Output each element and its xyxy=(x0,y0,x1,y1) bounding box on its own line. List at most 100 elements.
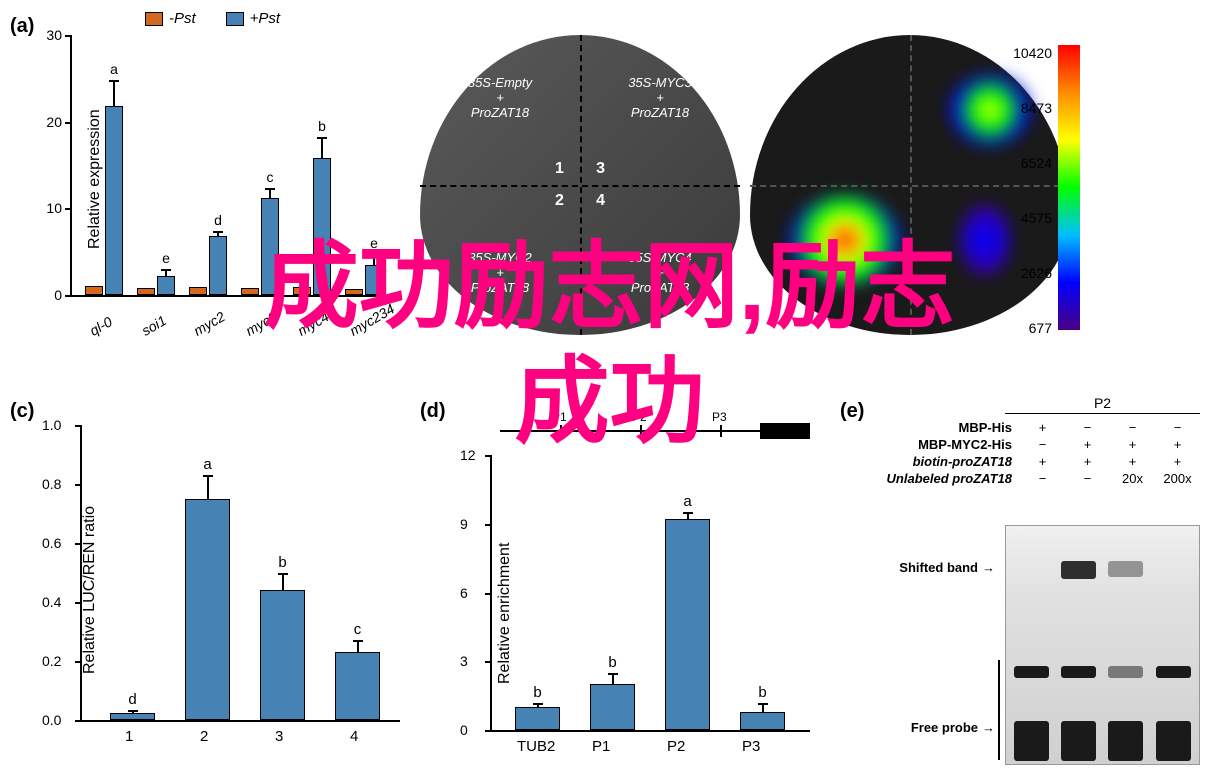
gel-row-label: biotin-proZAT18 xyxy=(913,454,1012,469)
ytick xyxy=(75,484,80,486)
colorbar-val-5: 677 xyxy=(1029,320,1052,336)
gel-row-label: MBP-MYC2-His xyxy=(918,437,1012,452)
bar-a-minus-1 xyxy=(137,288,155,295)
ytick-label: 9 xyxy=(460,516,468,532)
err-bar xyxy=(687,513,689,520)
gel-row-label: MBP-His xyxy=(959,420,1012,435)
gel-val: 200x xyxy=(1155,471,1200,486)
bars-a: a ql-0 e soi1 d myc2 c myc3 b myc4 xyxy=(70,35,400,295)
ytick-label: 12 xyxy=(460,447,476,463)
ytick-label: 0.2 xyxy=(42,653,61,669)
legend-box-orange xyxy=(145,12,163,26)
shifted-band-label: Shifted band→ xyxy=(899,560,995,575)
bar-d-2: a xyxy=(665,519,710,730)
mid-band-2 xyxy=(1061,666,1096,678)
colorbar-val-2: 6524 xyxy=(1021,155,1052,171)
mid-band-1 xyxy=(1014,666,1049,678)
x-label-c-2: 3 xyxy=(275,728,283,745)
err-cap xyxy=(109,80,119,82)
gel-val: + xyxy=(1110,437,1155,452)
y-label-c: Relative LUC/REN ratio xyxy=(81,474,99,674)
quad-num-2: 2 xyxy=(555,192,564,210)
err-bar xyxy=(321,138,323,159)
gel-val: − xyxy=(1155,420,1200,435)
err-bar xyxy=(113,81,115,107)
err-cap xyxy=(317,137,327,139)
bar-c-1: a xyxy=(185,499,230,720)
legend-item-minus: -Pst xyxy=(145,10,196,27)
sig-letter: e xyxy=(370,235,378,251)
bar-d-1: b xyxy=(590,684,635,730)
bar-a-minus-0 xyxy=(85,286,103,295)
leaf-dash-v xyxy=(580,35,582,335)
err-bar xyxy=(132,711,134,714)
sig-letter: c xyxy=(267,169,274,185)
err-cap xyxy=(369,254,379,256)
free-probe-bracket xyxy=(998,660,1000,760)
gel-row-3: Unlabeled proZAT18−−20x200x xyxy=(840,471,1200,486)
ytick-label: 1.0 xyxy=(42,417,61,433)
ytick-label: 3 xyxy=(460,653,468,669)
err-cap xyxy=(533,703,543,705)
bar-c-3: c xyxy=(335,652,380,720)
gel-val: + xyxy=(1020,420,1065,435)
gel-row-2: biotin-proZAT18++++ xyxy=(840,454,1200,469)
x-label-c-0: 1 xyxy=(125,728,133,745)
free-band-4 xyxy=(1156,721,1191,761)
gel-row-1: MBP-MYC2-His−+++ xyxy=(840,437,1200,452)
x-label-a-4: myc4 xyxy=(295,300,346,339)
gel-val: + xyxy=(1155,454,1200,469)
gene-p3: P3 xyxy=(712,410,727,424)
sig-letter: d xyxy=(214,212,222,228)
err-bar xyxy=(269,189,271,199)
x-label-d-1: P1 xyxy=(592,738,610,755)
gene-p1: P1 xyxy=(552,410,567,424)
gel-val: − xyxy=(1065,471,1110,486)
err-bar xyxy=(207,476,209,500)
gel-image xyxy=(1005,525,1200,765)
p2-header: P2 xyxy=(1005,395,1200,414)
err-bar xyxy=(165,270,167,277)
ytick-label: 0.4 xyxy=(42,594,61,610)
ytick-label: 0.0 xyxy=(42,712,61,728)
ytick xyxy=(75,543,80,545)
panel-a: (a) -Pst +Pst Relative expression 010203… xyxy=(10,10,405,340)
sig-c-2: b xyxy=(278,554,286,571)
leaf-dash-v2 xyxy=(910,35,912,335)
colorbar-val-4: 2626 xyxy=(1021,265,1052,281)
free-band-1 xyxy=(1014,721,1049,761)
gene-box xyxy=(760,423,810,439)
bar-a-plus-5: e xyxy=(365,265,383,295)
fluor-q2 xyxy=(790,195,900,285)
err-cap xyxy=(213,231,223,233)
x-label-a-2: myc2 xyxy=(191,300,242,339)
sig-d-2: a xyxy=(683,493,691,510)
x-label-d-0: TUB2 xyxy=(517,738,555,755)
err-cap xyxy=(758,703,768,705)
gene-p2: P2 xyxy=(632,410,647,424)
err-bar xyxy=(373,255,375,265)
y-label-d: Relative enrichment xyxy=(496,504,514,684)
bar-a-minus-4 xyxy=(293,287,311,295)
x-label-a-0: ql-0 xyxy=(87,300,138,339)
bar-c-2: b xyxy=(260,590,305,720)
free-band-3 xyxy=(1108,721,1143,761)
leaf-bright: 35S-Empty+ProZAT18 35S-MYC3+ProZAT18 35S… xyxy=(420,35,740,335)
gel-row-label: Unlabeled proZAT18 xyxy=(887,471,1012,486)
sig-letter: e xyxy=(162,250,170,266)
panel-e: (e) P2 MBP-His+−−−MBP-MYC2-His−+++biotin… xyxy=(840,400,1210,770)
x-axis-c xyxy=(80,720,400,722)
ytick-label: 6 xyxy=(460,585,468,601)
figure-container: (a) -Pst +Pst Relative expression 010203… xyxy=(0,0,1219,780)
x-axis-a xyxy=(70,295,400,297)
panel-a-label: (a) xyxy=(10,15,34,38)
panel-c-label: (c) xyxy=(10,400,34,423)
legend-label-minus: -Pst xyxy=(169,10,196,27)
sig-c-1: a xyxy=(203,456,211,473)
gel-val: − xyxy=(1065,420,1110,435)
legend-item-plus: +Pst xyxy=(226,10,280,27)
bar-a-plus-0: a xyxy=(105,106,123,295)
gene-tick-p3 xyxy=(720,425,722,437)
bar-a-minus-3 xyxy=(241,288,259,295)
bar-d-3: b xyxy=(740,712,785,730)
